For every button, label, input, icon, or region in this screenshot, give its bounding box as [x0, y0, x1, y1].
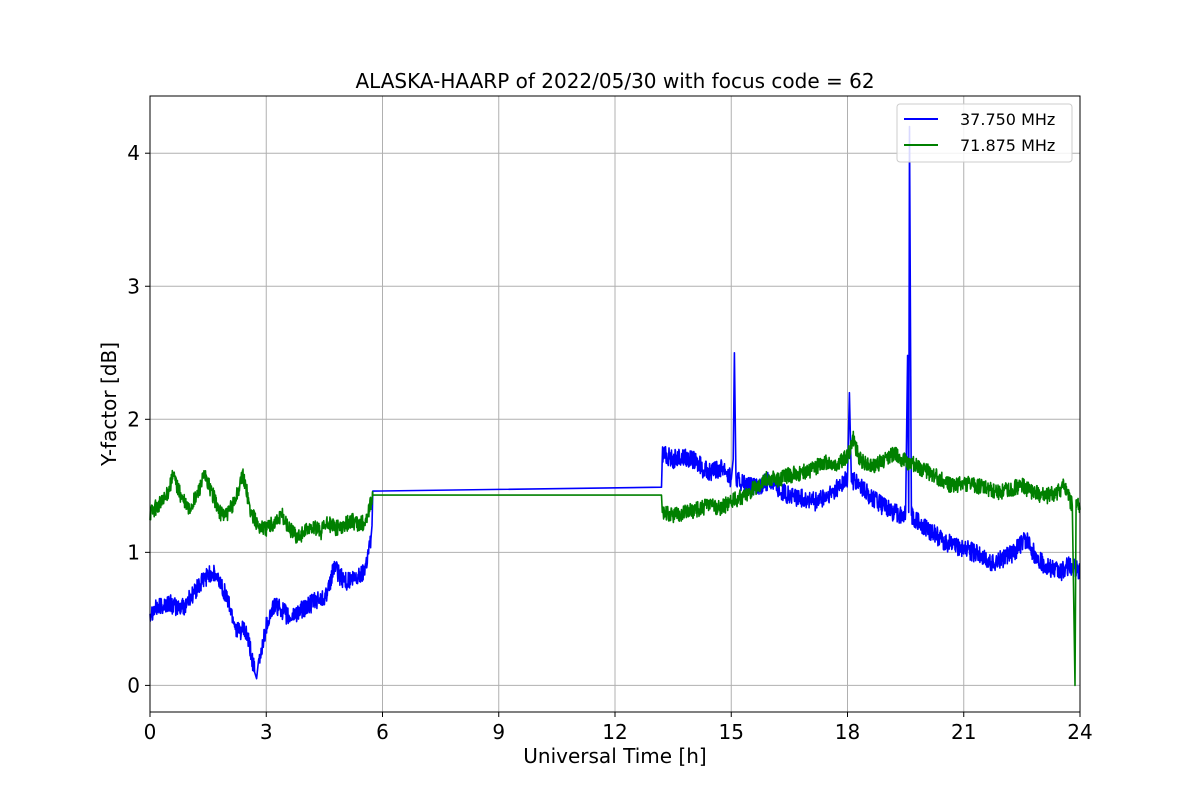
- x-tick-label: 6: [376, 720, 389, 744]
- series-layer: [149, 125, 1081, 687]
- x-tick-label: 12: [602, 720, 627, 744]
- x-tick-label: 21: [951, 720, 976, 744]
- x-tick-label: 15: [719, 720, 744, 744]
- x-tick-label: 3: [260, 720, 273, 744]
- y-tick-label: 0: [127, 673, 140, 697]
- y-tick-label: 1: [127, 540, 140, 564]
- y-tick-label: 4: [127, 141, 140, 165]
- legend-box: [896, 103, 1073, 163]
- x-axis-label: Universal Time [h]: [523, 744, 706, 768]
- y-axis-label: Y-factor [dB]: [97, 342, 121, 467]
- x-tick-label: 0: [144, 720, 157, 744]
- legend-label-37750: 37.750 MHz: [960, 110, 1055, 129]
- x-tick-label: 9: [492, 720, 505, 744]
- y-tick-label: 3: [127, 274, 140, 298]
- x-tick-label: 24: [1067, 720, 1092, 744]
- legend: 37.750 MHz 71.875 MHz: [896, 103, 1073, 163]
- y-tick-label: 2: [127, 407, 140, 431]
- chart-title: ALASKA-HAARP of 2022/05/30 with focus co…: [355, 69, 874, 93]
- legend-label-71875: 71.875 MHz: [960, 136, 1055, 155]
- series-line-71875: [149, 430, 1081, 687]
- x-tick-label: 18: [835, 720, 860, 744]
